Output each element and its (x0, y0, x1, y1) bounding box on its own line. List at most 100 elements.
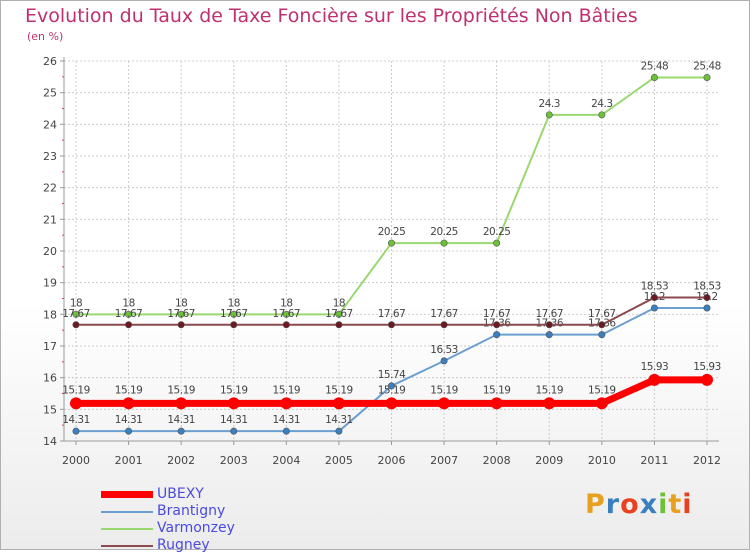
logo-letter: r (605, 489, 621, 520)
data-label-rugney: 17.67 (167, 308, 195, 320)
legend-label-brantigny: Brantigny (157, 503, 226, 519)
logo-letter: x (639, 489, 659, 520)
data-point-ubexy (438, 397, 451, 410)
y-tick-label-15: 15 (43, 403, 57, 416)
data-point-varmonzey (440, 239, 448, 247)
data-point-rugney (282, 321, 290, 329)
y-tick-label-21: 21 (43, 213, 57, 226)
data-label-ubexy: 15.19 (483, 384, 511, 396)
data-point-ubexy (175, 397, 188, 410)
data-label-ubexy: 15.19 (273, 384, 301, 396)
y-tick-label-25: 25 (43, 87, 57, 100)
data-label-varmonzey: 18 (333, 297, 345, 309)
data-label-ubexy: 15.19 (588, 384, 616, 396)
logo-letter: o (620, 489, 640, 520)
data-label-rugney: 17.67 (535, 308, 563, 320)
y-tick-label-14: 14 (43, 435, 57, 448)
data-label-ubexy: 15.93 (693, 361, 721, 373)
data-point-varmonzey (230, 310, 238, 318)
data-point-ubexy (701, 373, 713, 386)
data-label-rugney: 17.67 (115, 308, 143, 320)
data-point-rugney (335, 321, 343, 329)
data-point-rugney (440, 321, 448, 329)
data-point-brantigny (387, 382, 395, 390)
x-tick-label-2008: 2008 (483, 454, 511, 467)
data-label-rugney: 17.67 (325, 308, 353, 320)
data-label-varmonzey: 24.3 (539, 98, 560, 110)
chart-subtitle: (en %) (27, 30, 64, 43)
data-point-varmonzey (282, 310, 290, 318)
y-tick-label-22: 22 (43, 182, 57, 195)
logo-letter: t (668, 489, 683, 520)
data-label-rugney: 17.67 (62, 308, 90, 320)
data-point-varmonzey (650, 73, 658, 81)
data-label-rugney: 18.53 (693, 281, 721, 293)
data-label-brantigny: 14.31 (167, 414, 195, 426)
data-point-rugney (545, 321, 553, 329)
x-tick-label-2003: 2003 (220, 454, 248, 467)
x-tick-label-2006: 2006 (378, 454, 406, 467)
data-point-varmonzey (493, 239, 501, 247)
y-tick-label-17: 17 (43, 340, 57, 353)
data-point-rugney (230, 321, 238, 329)
data-point-brantigny (650, 304, 658, 312)
data-label-rugney: 17.67 (430, 308, 458, 320)
data-point-rugney (125, 321, 133, 329)
x-tick-label-2009: 2009 (535, 454, 563, 467)
data-label-varmonzey: 20.25 (430, 226, 458, 238)
data-point-rugney (177, 321, 185, 329)
legend-swatch-brantigny (101, 511, 153, 513)
data-label-varmonzey: 18 (122, 297, 134, 309)
y-tick-label-23: 23 (43, 150, 57, 163)
x-tick-label-2004: 2004 (272, 454, 300, 467)
legend-label-rugney: Rugney (157, 537, 210, 553)
data-label-varmonzey: 20.25 (483, 226, 511, 238)
data-label-rugney: 17.67 (483, 308, 511, 320)
data-label-brantigny: 14.31 (325, 414, 353, 426)
data-label-varmonzey: 25.48 (693, 60, 721, 72)
data-label-brantigny: 14.31 (115, 414, 143, 426)
data-point-ubexy (543, 397, 556, 410)
proxiti-logo: Proxiti (585, 489, 693, 520)
x-tick-label-2002: 2002 (167, 454, 195, 467)
data-point-ubexy (332, 397, 345, 410)
data-point-brantigny (230, 427, 238, 435)
data-label-varmonzey: 25.48 (641, 60, 669, 72)
data-point-varmonzey (598, 111, 606, 119)
data-point-brantigny (493, 331, 501, 339)
data-label-varmonzey: 18 (175, 297, 187, 309)
data-point-brantigny (703, 304, 711, 312)
x-tick-label-2010: 2010 (588, 454, 616, 467)
data-label-ubexy: 15.19 (430, 384, 458, 396)
data-point-varmonzey (387, 239, 395, 247)
data-point-ubexy (227, 397, 240, 410)
y-tick-label-19: 19 (43, 277, 57, 290)
data-label-rugney: 17.67 (378, 308, 406, 320)
data-point-brantigny (72, 427, 80, 435)
y-tick-label-26: 26 (43, 55, 57, 68)
data-label-varmonzey: 18 (280, 297, 292, 309)
data-point-varmonzey (125, 310, 133, 318)
data-point-brantigny (282, 427, 290, 435)
logo-letter: i (682, 489, 693, 520)
data-point-varmonzey (177, 310, 185, 318)
data-point-ubexy (490, 397, 503, 410)
data-label-ubexy: 15.19 (62, 384, 90, 396)
data-label-ubexy: 15.19 (167, 384, 195, 396)
data-label-brantigny: 14.31 (273, 414, 301, 426)
logo-letter: P (585, 489, 606, 520)
data-point-ubexy (648, 373, 661, 386)
x-tick-label-2012: 2012 (693, 454, 721, 467)
data-label-rugney: 17.67 (220, 308, 248, 320)
x-tick-label-2005: 2005 (325, 454, 353, 467)
data-label-ubexy: 15.19 (535, 384, 563, 396)
x-tick-label-2007: 2007 (430, 454, 458, 467)
data-point-brantigny (545, 331, 553, 339)
data-point-varmonzey (335, 310, 343, 318)
data-point-ubexy (122, 397, 135, 410)
y-tick-label-24: 24 (43, 118, 57, 131)
data-label-brantigny: 16.53 (430, 344, 458, 356)
x-tick-label-2000: 2000 (62, 454, 90, 467)
